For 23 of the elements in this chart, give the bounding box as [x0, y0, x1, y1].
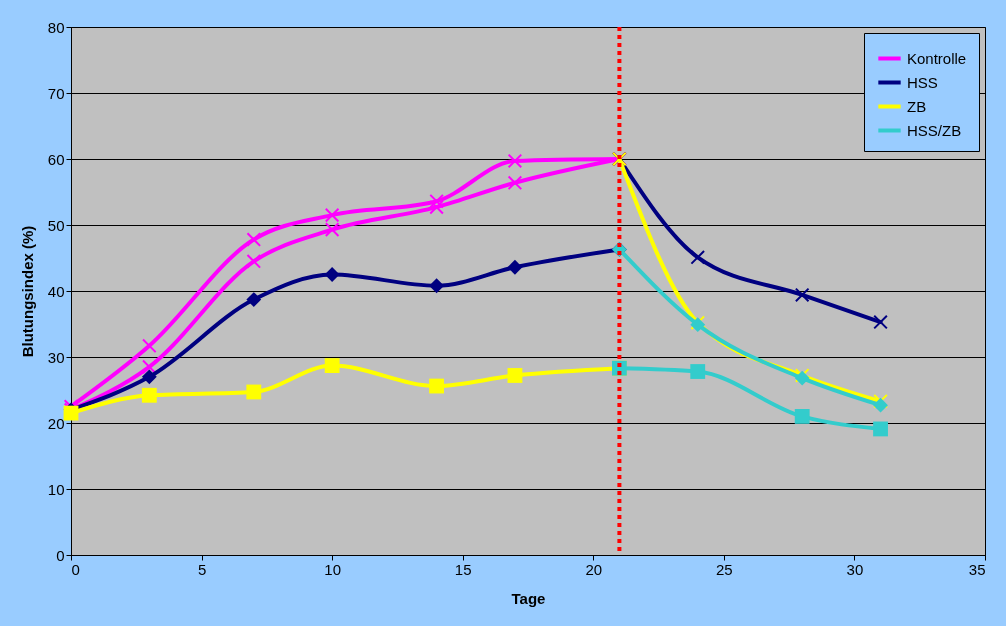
x-tick-label: 5 [197, 560, 207, 578]
y-tick-label: 60 [47, 150, 65, 168]
x-tick-label: 25 [716, 560, 733, 578]
x-tick-label: 15 [454, 560, 472, 578]
y-tick-label: 10 [47, 480, 65, 498]
y-tick-label: 70 [47, 84, 65, 102]
y-tick-label: 20 [47, 414, 65, 432]
x-tick-label: 30 [846, 560, 864, 578]
x-tick-label: 35 [968, 560, 986, 578]
y-tick-label: 40 [47, 282, 65, 300]
y-tick-label: 80 [47, 18, 65, 36]
legend-label: ZB [907, 97, 927, 115]
y-tick-label: 0 [56, 546, 65, 564]
x-axis-title: Tage [511, 589, 546, 607]
y-tick-label: 30 [47, 348, 65, 366]
y-tick-label: 50 [47, 216, 65, 234]
legend-label: HSS [907, 73, 938, 91]
y-axis-title: Blutungsindex (%) [18, 225, 36, 358]
x-tick-label: 20 [585, 560, 603, 578]
x-tick-label: 10 [324, 560, 341, 578]
legend-label: Kontrolle [907, 49, 967, 67]
x-tick-label: 0 [71, 560, 80, 578]
legend-label: HSS/ZB [907, 121, 962, 139]
